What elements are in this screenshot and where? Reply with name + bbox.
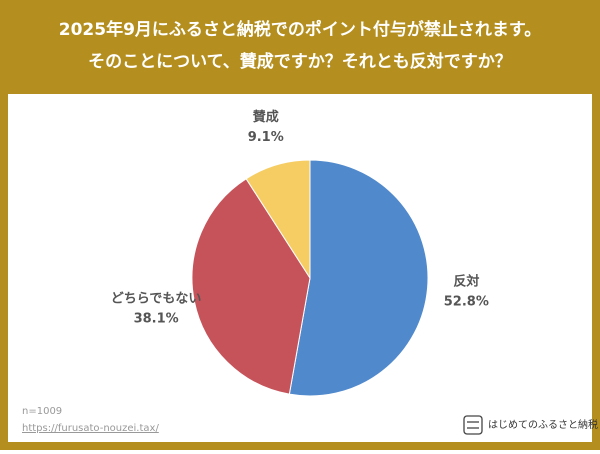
slice-label: どちらでもない bbox=[111, 291, 202, 306]
slice-label: 反対 bbox=[453, 273, 479, 289]
brand-logo bbox=[463, 415, 483, 435]
slice-label: 賛成 bbox=[253, 109, 279, 125]
source-link[interactable]: https://furusato-nouzei.tax/ bbox=[22, 423, 159, 434]
brand-name: はじめてのふるさと納税 bbox=[488, 418, 598, 431]
slice-value-label: 9.1% bbox=[248, 130, 284, 145]
pie-slice bbox=[245, 159, 311, 280]
chart-title: そのことについて、賛成ですか？それとも反対ですか？ bbox=[88, 51, 512, 72]
slice-value-label: 52.8% bbox=[444, 294, 489, 309]
footnote: n=1009 bbox=[22, 406, 62, 417]
slice-value-label: 38.1% bbox=[134, 311, 179, 326]
pie-slice bbox=[288, 159, 429, 397]
chart-title: 2025年9月にふるさと納税でのポイント付与が禁止されます。 bbox=[59, 19, 541, 40]
